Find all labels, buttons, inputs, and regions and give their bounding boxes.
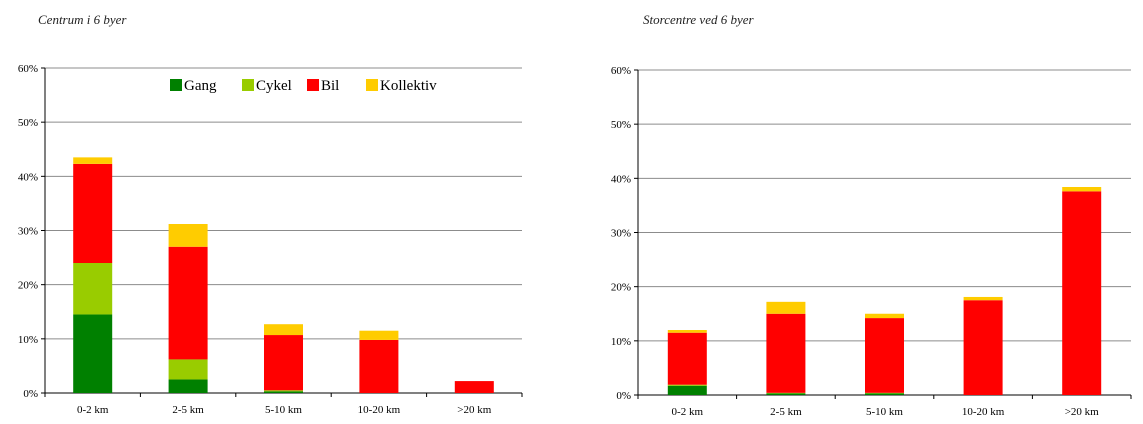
- bar-segment-bil: [667, 332, 707, 385]
- bar-segment-gang: [667, 385, 707, 395]
- x-tick-label: 10-20 km: [358, 404, 401, 416]
- legend: Gang Cykel Bil Kollektiv: [170, 78, 437, 94]
- bar-segment-bil: [359, 339, 399, 393]
- chart-panel-storcentre: Storcentre ved 6 byer 0% 10% 20% 30% 40% 50% 6…: [575, 0, 1143, 424]
- bar-segment-gang: [73, 314, 113, 393]
- bar-segment-kollektiv: [963, 296, 1003, 301]
- bar-segment-kollektiv: [766, 301, 806, 314]
- y-tick-label: 40%: [611, 173, 631, 185]
- bar-segment-cykel: [865, 392, 904, 394]
- bar-segment-bil: [73, 163, 113, 263]
- bar-segment-gang: [264, 391, 303, 393]
- legend-label-bil: Bil: [321, 78, 339, 94]
- bar-chart-storcentre: 0% 10% 20% 30% 40% 50% 60% 0-2 km 2-5 km 5-10 km 1…: [611, 65, 1132, 418]
- legend-label-gang: Gang: [184, 78, 217, 94]
- x-tick-label: 5-10 km: [866, 406, 903, 418]
- chart-panel-centrum: Centrum i 6 byer 0% 10% 20% 30% 40% 50% 60% 0-2…: [0, 0, 560, 424]
- bar-segment-cykel: [168, 359, 208, 380]
- bar-segment-gang: [168, 379, 208, 393]
- bar-segment-cykel: [264, 390, 303, 392]
- x-tick-label: 2-5 km: [770, 406, 802, 418]
- y-tick-label: 60%: [611, 65, 631, 77]
- legend-label-cykel: Cykel: [256, 78, 292, 94]
- bar-segment-bil: [264, 335, 303, 391]
- y-tick-label: 30%: [18, 226, 38, 238]
- y-tick-label: 10%: [18, 334, 38, 346]
- y-tick-label: 40%: [18, 171, 38, 183]
- bar-segment-kollektiv: [168, 224, 208, 247]
- chart-title: Centrum i 6 byer: [38, 12, 127, 27]
- x-tick-label: 2-5 km: [172, 404, 204, 416]
- legend-swatch-cykel: [242, 79, 254, 91]
- bar-segment-cykel: [73, 263, 113, 315]
- x-tick-label: 5-10 km: [265, 404, 302, 416]
- legend-label-kollektiv: Kollektiv: [380, 78, 437, 94]
- bar-segment-gang: [766, 393, 806, 395]
- bar-segment-cykel: [667, 384, 707, 386]
- x-tick-label: 0-2 km: [77, 404, 109, 416]
- x-tick-label: >20 km: [457, 404, 491, 416]
- chart-title: Storcentre ved 6 byer: [643, 12, 754, 27]
- legend-swatch-bil: [307, 79, 319, 91]
- legend-swatch-kollektiv: [366, 79, 378, 91]
- x-tick-label: 0-2 km: [672, 406, 704, 418]
- bar-segment-bil: [963, 300, 1003, 395]
- bar-segment-cykel: [766, 392, 806, 394]
- y-tick-label: 50%: [18, 117, 38, 129]
- y-tick-label: 30%: [611, 228, 631, 240]
- y-tick-label: 60%: [18, 63, 38, 75]
- y-tick-label: 0%: [23, 388, 38, 400]
- y-tick-label: 10%: [611, 336, 631, 348]
- y-tick-label: 20%: [18, 280, 38, 292]
- bar-segment-kollektiv: [865, 313, 904, 319]
- x-tick-label: 10-20 km: [962, 406, 1005, 418]
- bar-segment-kollektiv: [264, 324, 303, 336]
- bar-segment-bil: [168, 246, 208, 360]
- x-tick-label: >20 km: [1065, 406, 1099, 418]
- bar-segment-kollektiv: [667, 330, 707, 333]
- legend-swatch-gang: [170, 79, 182, 91]
- y-tick-label: 50%: [611, 119, 631, 131]
- bar-chart-centrum: 0% 10% 20% 30% 40% 50% 60% 0-2 km 2-5 km 5-10 km 1…: [18, 63, 523, 416]
- y-tick-label: 0%: [616, 390, 631, 402]
- bar-segment-bil: [766, 313, 806, 393]
- y-tick-label: 20%: [611, 282, 631, 294]
- bar-segment-kollektiv: [1062, 187, 1102, 192]
- bar-segment-gang: [865, 393, 904, 395]
- bar-segment-kollektiv: [359, 330, 399, 340]
- bar-segment-bil: [454, 381, 494, 393]
- bar-segment-bil: [865, 318, 904, 393]
- bar-segment-kollektiv: [73, 157, 113, 164]
- bar-segment-bil: [1062, 191, 1102, 395]
